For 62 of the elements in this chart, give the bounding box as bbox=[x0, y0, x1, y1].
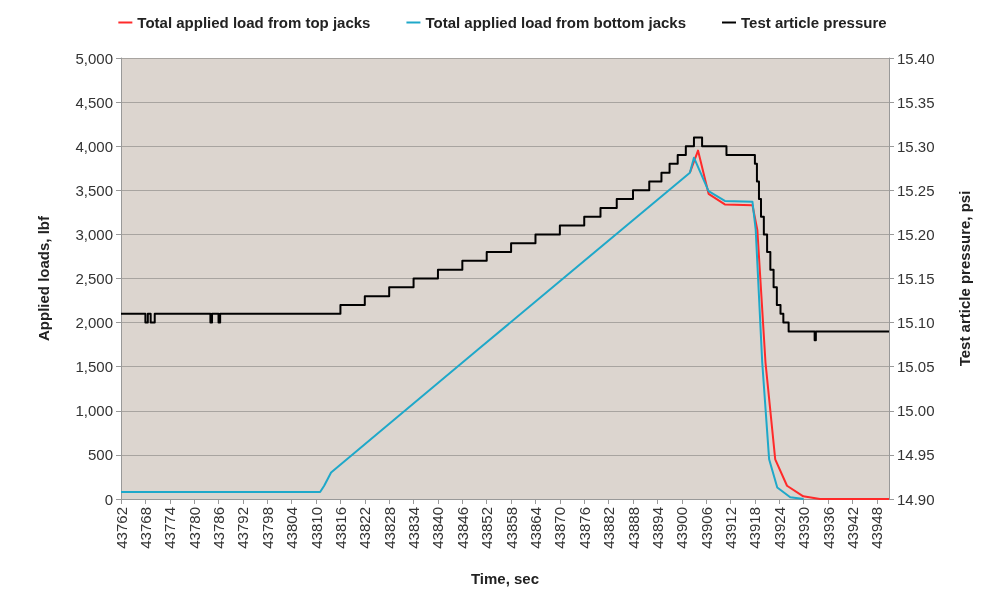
line-series bbox=[120, 156, 805, 500]
x-tick-label: 43864 bbox=[526, 507, 544, 549]
x-tick-label: 43888 bbox=[624, 507, 642, 549]
y2-tick-label: 14.90 bbox=[897, 490, 935, 508]
y-tick-label: 0 bbox=[104, 490, 113, 508]
x-tick-label: 43918 bbox=[746, 507, 764, 549]
x-tick-label: 43852 bbox=[478, 507, 496, 549]
y2-axis-title: Test article pressure, psi bbox=[956, 190, 973, 367]
x-tick-label: 43762 bbox=[112, 507, 130, 549]
x-tick-label: 43816 bbox=[331, 507, 349, 549]
x-tick-label: 43894 bbox=[648, 507, 666, 549]
y2-tick-label: 15.15 bbox=[897, 270, 935, 287]
y-tick-label: 2,000 bbox=[75, 314, 113, 332]
legend-label: Test article pressure bbox=[741, 14, 887, 31]
x-tick-label: 43834 bbox=[405, 507, 423, 549]
x-tick-label: 43948 bbox=[868, 507, 886, 549]
x-tick-label: 43912 bbox=[722, 507, 740, 549]
x-tick-label: 43858 bbox=[502, 507, 520, 549]
x-tick-label: 43846 bbox=[453, 507, 471, 549]
x-tick-label: 43774 bbox=[161, 507, 179, 549]
y2-tick-label: 15.25 bbox=[897, 181, 935, 199]
x-tick-label: 43900 bbox=[673, 507, 691, 549]
x-tick-label: 43804 bbox=[283, 507, 301, 549]
y-tick-label: 4,500 bbox=[75, 93, 113, 111]
y2-tick-label: 14.95 bbox=[897, 446, 935, 464]
y-tick-label: 2,500 bbox=[75, 270, 113, 287]
x-tick-label: 43882 bbox=[600, 507, 618, 549]
legend-label: Total applied load from top jacks bbox=[137, 14, 371, 31]
y2-tick-label: 15.20 bbox=[897, 225, 935, 243]
x-tick-label: 43810 bbox=[307, 507, 325, 549]
y2-tick-label: 15.35 bbox=[897, 93, 935, 111]
y2-tick-label: 15.30 bbox=[897, 137, 935, 155]
y2-tick-label: 15.00 bbox=[897, 402, 935, 420]
x-tick-label: 43942 bbox=[843, 507, 861, 549]
line-series bbox=[688, 149, 890, 500]
x-tick-label: 43822 bbox=[356, 507, 374, 549]
x-tick-label: 43876 bbox=[575, 507, 593, 549]
x-tick-label: 43930 bbox=[795, 507, 813, 549]
y-tick-label: 500 bbox=[87, 446, 113, 464]
y-axis-title: Applied loads, lbf bbox=[35, 215, 52, 342]
y-tick-label: 3,000 bbox=[75, 225, 113, 243]
y-tick-label: 1,500 bbox=[75, 358, 113, 376]
x-tick-label: 43780 bbox=[185, 507, 203, 549]
y-tick-label: 3,500 bbox=[75, 181, 113, 199]
x-tick-label: 43924 bbox=[770, 507, 788, 549]
y2-tick-label: 15.40 bbox=[897, 49, 935, 67]
x-tick-label: 43936 bbox=[819, 507, 837, 549]
x-tick-label: 43906 bbox=[697, 507, 715, 549]
x-tick-label: 43870 bbox=[551, 507, 569, 549]
x-tick-label: 43786 bbox=[210, 507, 228, 549]
y-tick-label: 5,000 bbox=[75, 49, 113, 67]
y-tick-label: 4,000 bbox=[75, 137, 113, 155]
x-tick-label: 43828 bbox=[380, 507, 398, 549]
x-tick-label: 43792 bbox=[234, 507, 252, 549]
x-tick-label: 43798 bbox=[258, 507, 276, 549]
x-tick-label: 43768 bbox=[136, 507, 154, 549]
y-tick-label: 1,000 bbox=[75, 402, 113, 420]
x-tick-label: 43840 bbox=[429, 507, 447, 549]
legend-label: Total applied load from bottom jacks bbox=[425, 14, 687, 31]
x-axis-title: Time, sec bbox=[470, 570, 540, 587]
y2-tick-label: 15.10 bbox=[897, 314, 935, 332]
y2-tick-label: 15.05 bbox=[897, 358, 935, 376]
